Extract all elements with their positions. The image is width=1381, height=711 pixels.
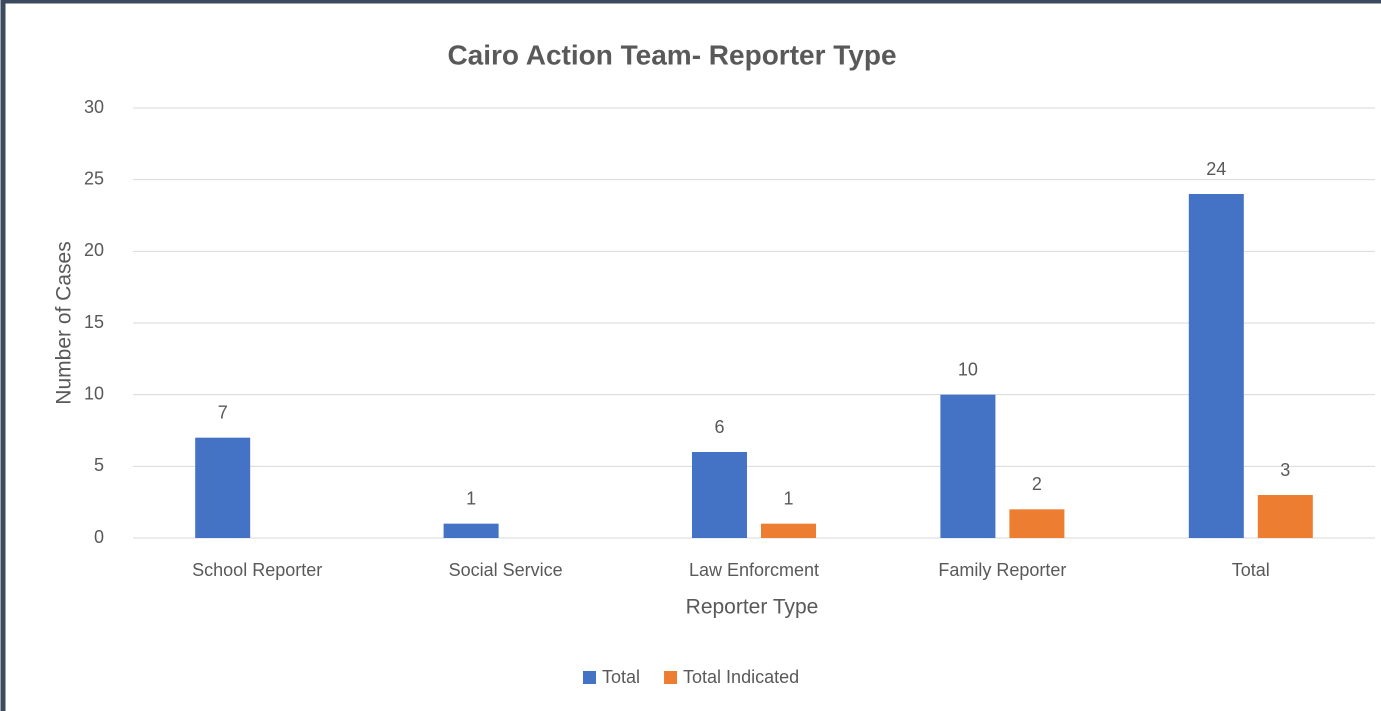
bar [1188, 194, 1244, 538]
x-tick-label: Social Service [449, 560, 563, 580]
data-label: 3 [1280, 460, 1290, 480]
x-tick-label: Family Reporter [938, 560, 1066, 580]
bar [692, 452, 747, 538]
bar [1009, 509, 1065, 538]
y-axis-label: Number of Cases [53, 241, 76, 404]
legend-label: Total [602, 667, 640, 687]
y-tick-label: 20 [84, 240, 104, 260]
data-label: 1 [783, 488, 793, 508]
y-tick-label: 15 [84, 312, 104, 332]
bar [1257, 495, 1313, 538]
x-axis-label: Reporter Type [686, 596, 819, 619]
x-tick-label: Total [1232, 560, 1270, 580]
bar [443, 523, 499, 538]
y-tick-label: 0 [94, 527, 104, 547]
legend-label: Total Indicated [683, 667, 799, 687]
y-tick-label: 5 [94, 455, 104, 475]
bar [195, 437, 251, 538]
bar [940, 394, 996, 538]
data-label: 24 [1206, 159, 1226, 179]
y-tick-label: 30 [84, 97, 104, 117]
legend-swatch [664, 671, 678, 684]
x-tick-label: Law Enforcment [689, 560, 819, 580]
y-tick-label: 25 [84, 168, 104, 188]
bar [761, 523, 816, 538]
x-tick-label: School Reporter [192, 560, 322, 580]
data-label: 1 [466, 488, 476, 508]
data-label: 10 [958, 359, 978, 379]
data-label: 7 [218, 402, 228, 422]
y-tick-label: 10 [84, 383, 104, 403]
data-label: 6 [714, 417, 724, 437]
data-label: 2 [1032, 474, 1042, 494]
legend-swatch [583, 671, 596, 684]
chart-title: Cairo Action Team- Reporter Type [447, 39, 896, 70]
